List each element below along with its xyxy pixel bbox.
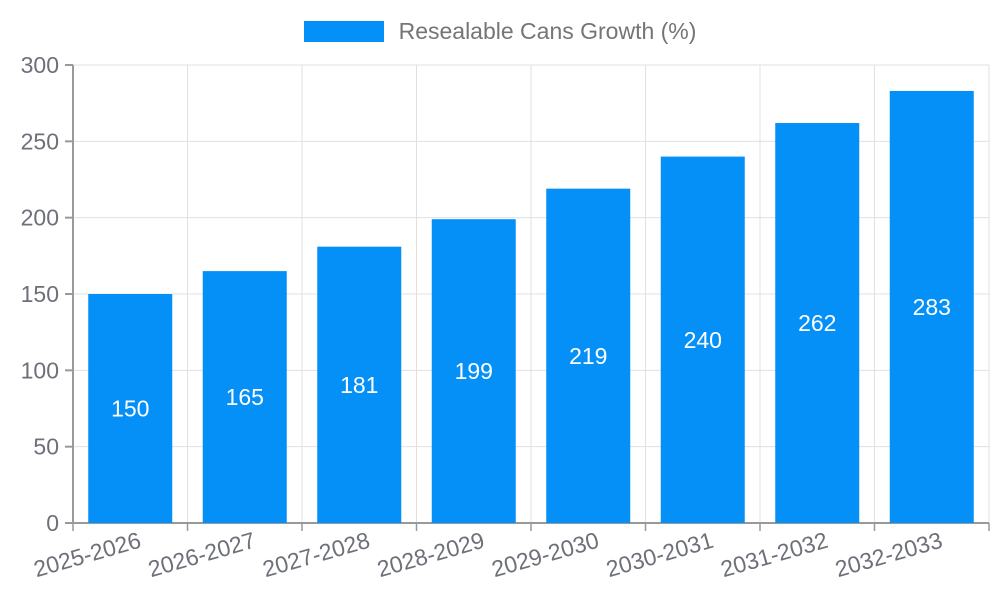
bar[interactable] bbox=[202, 271, 287, 523]
x-tick-label: 2026-2027 bbox=[145, 527, 258, 582]
y-tick-label: 150 bbox=[21, 281, 59, 307]
bar-value-label: 199 bbox=[455, 358, 493, 384]
bar[interactable] bbox=[775, 123, 860, 523]
y-tick-label: 0 bbox=[46, 510, 59, 536]
y-tick-label: 100 bbox=[21, 357, 59, 383]
legend-label: Resealable Cans Growth (%) bbox=[398, 18, 697, 44]
x-tick-label: 2028-2029 bbox=[374, 527, 487, 582]
y-tick-label: 50 bbox=[33, 434, 59, 460]
x-tick-label: 2031-2032 bbox=[718, 527, 831, 582]
bar[interactable] bbox=[889, 90, 974, 523]
x-tick-label: 2032-2033 bbox=[832, 527, 945, 582]
y-tick-label: 300 bbox=[21, 52, 59, 78]
bar[interactable] bbox=[546, 188, 631, 523]
x-tick-label: 2029-2030 bbox=[489, 527, 602, 582]
bar-value-label: 181 bbox=[340, 372, 378, 398]
bar[interactable] bbox=[660, 156, 745, 523]
bar-value-label: 150 bbox=[111, 396, 149, 422]
bar[interactable] bbox=[317, 246, 402, 523]
y-tick-label: 250 bbox=[21, 128, 59, 154]
bar[interactable] bbox=[431, 219, 516, 523]
x-tick-label: 2030-2031 bbox=[603, 527, 716, 582]
legend-swatch-icon bbox=[303, 20, 384, 42]
legend-item[interactable]: Resealable Cans Growth (%) bbox=[0, 17, 1000, 45]
bar-value-label: 219 bbox=[569, 343, 607, 369]
y-tick-label: 200 bbox=[21, 205, 59, 231]
bar-value-label: 165 bbox=[226, 384, 264, 410]
x-tick-label: 2027-2028 bbox=[260, 527, 373, 582]
bar-value-label: 240 bbox=[684, 327, 722, 353]
bar-value-label: 283 bbox=[913, 294, 951, 320]
bar[interactable] bbox=[88, 294, 173, 523]
bar-value-label: 262 bbox=[798, 310, 836, 336]
